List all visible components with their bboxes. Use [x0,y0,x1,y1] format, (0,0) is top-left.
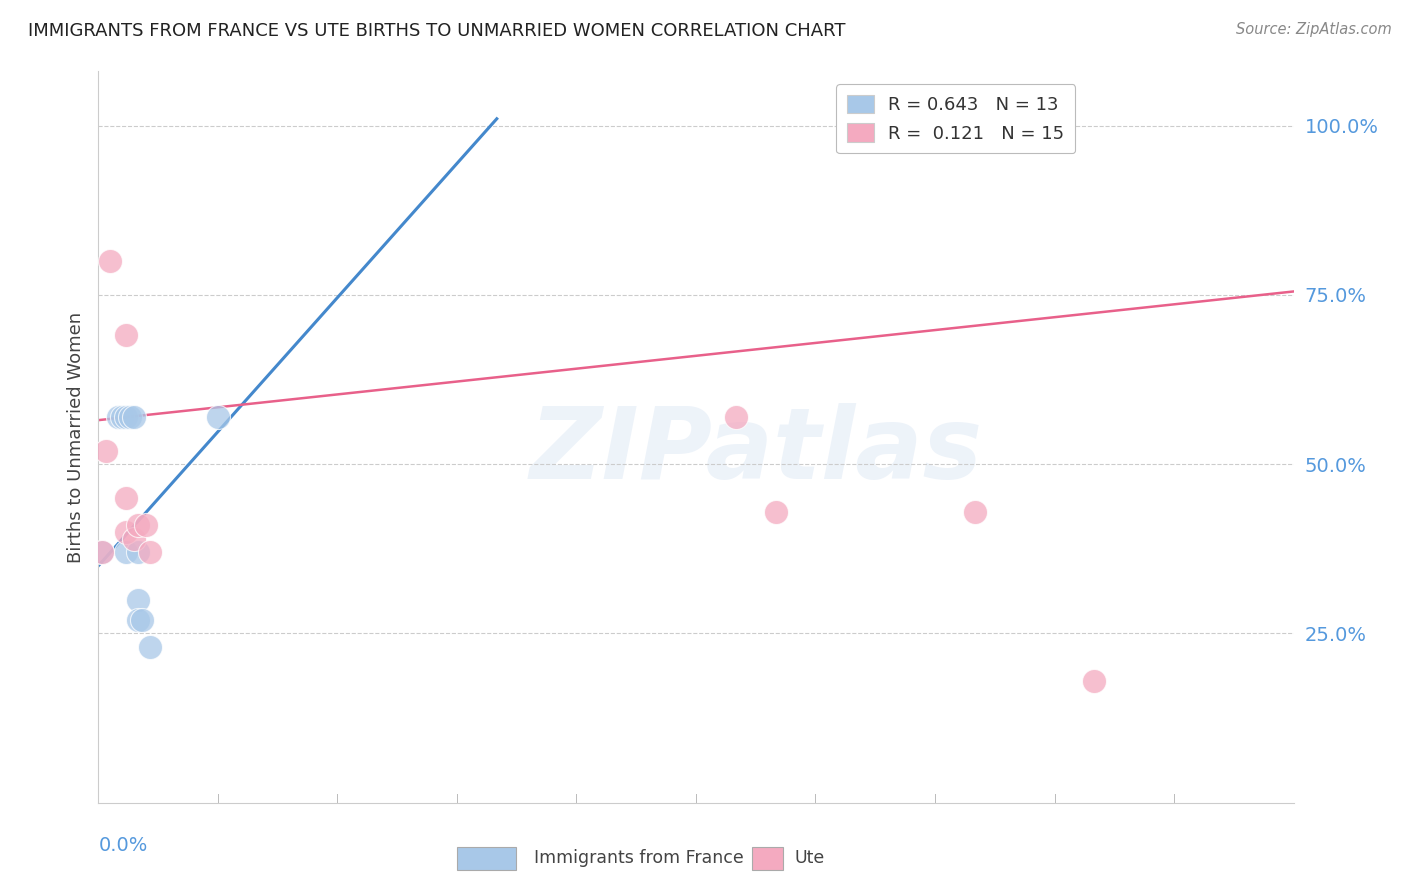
Point [124,532,146,546]
Point [111,409,134,424]
Point [135,518,157,533]
Point [115,524,138,539]
Text: IMMIGRANTS FROM FRANCE VS UTE BIRTHS TO UNMARRIED WOMEN CORRELATION CHART: IMMIGRANTS FROM FRANCE VS UTE BIRTHS TO … [28,22,845,40]
Legend: R = 0.643   N = 13, R =  0.121   N = 15: R = 0.643 N = 13, R = 0.121 N = 15 [837,84,1076,153]
Point [91,545,114,559]
Point [96,443,118,458]
Point [100,254,122,268]
Point [765,505,787,519]
Y-axis label: Births to Unmarried Women: Births to Unmarried Women [66,311,84,563]
Point [127,592,149,607]
Point [127,613,149,627]
Point [963,505,986,519]
Point [1083,673,1105,688]
Point [127,518,149,533]
Point [115,545,138,559]
Text: Source: ZipAtlas.com: Source: ZipAtlas.com [1236,22,1392,37]
Point [139,545,162,559]
Point [115,409,138,424]
Point [115,491,138,505]
Text: ZIPatlas: ZIPatlas [529,403,983,500]
Point [120,409,142,424]
Text: Ute: Ute [794,849,825,867]
Point [131,613,153,627]
Text: 0.0%: 0.0% [98,836,148,855]
Text: Immigrants from France: Immigrants from France [534,849,744,867]
Point [124,409,146,424]
Point [207,409,229,424]
Point [127,545,149,559]
Point [724,409,747,424]
Point [115,328,138,343]
Point [107,409,129,424]
Point [139,640,162,654]
Point [91,545,114,559]
